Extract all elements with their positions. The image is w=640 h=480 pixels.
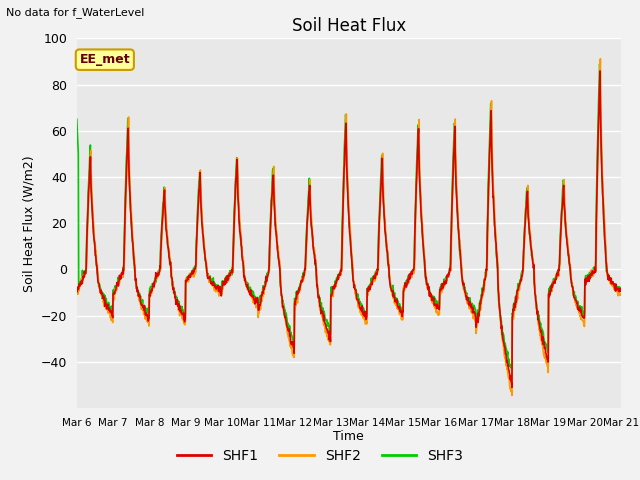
SHF1 — [194, 211, 202, 217]
Line: SHF2: SHF2 — [77, 59, 621, 396]
SHF2 — [194, 214, 202, 219]
Line: SHF3: SHF3 — [77, 64, 621, 374]
SHF3 — [508, 372, 516, 377]
Title: Soil Heat Flux: Soil Heat Flux — [292, 17, 406, 36]
SHF3 — [596, 61, 604, 67]
SHF1 — [508, 384, 516, 390]
SHF1 — [180, 319, 188, 324]
SHF1 — [433, 301, 441, 307]
SHF2 — [504, 372, 512, 378]
SHF2 — [617, 292, 625, 298]
SHF3 — [194, 203, 202, 209]
SHF2 — [73, 291, 81, 297]
SHF1 — [553, 271, 561, 277]
Legend: SHF1, SHF2, SHF3: SHF1, SHF2, SHF3 — [171, 443, 469, 468]
SHF3 — [553, 272, 561, 278]
SHF3 — [255, 305, 262, 311]
SHF3 — [73, 116, 81, 122]
SHF1 — [504, 361, 512, 367]
X-axis label: Time: Time — [333, 431, 364, 444]
SHF3 — [180, 314, 188, 320]
SHF2 — [433, 309, 441, 315]
Line: SHF1: SHF1 — [77, 71, 621, 387]
SHF1 — [73, 288, 81, 294]
Text: No data for f_WaterLevel: No data for f_WaterLevel — [6, 7, 145, 18]
SHF2 — [508, 393, 516, 398]
SHF2 — [180, 318, 188, 324]
SHF1 — [617, 288, 625, 294]
SHF2 — [255, 308, 262, 314]
SHF3 — [504, 357, 512, 363]
SHF3 — [617, 288, 625, 293]
SHF3 — [433, 303, 441, 309]
SHF1 — [255, 307, 262, 313]
SHF2 — [596, 56, 604, 62]
Text: EE_met: EE_met — [79, 53, 130, 66]
SHF1 — [596, 68, 604, 74]
Y-axis label: Soil Heat Flux (W/m2): Soil Heat Flux (W/m2) — [22, 155, 35, 291]
SHF2 — [553, 272, 561, 277]
